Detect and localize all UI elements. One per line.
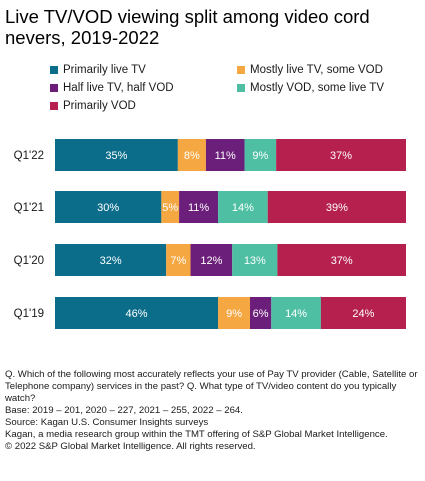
legend-swatch [237, 66, 245, 74]
bar-segment [55, 139, 178, 171]
legend-label: Half live TV, half VOD [63, 82, 174, 94]
bar-segment [55, 297, 219, 329]
bar-segment [232, 244, 278, 276]
data-label: 32% [100, 255, 122, 267]
data-label: 14% [285, 308, 307, 320]
bar-segment [267, 191, 406, 223]
bar-segment [55, 191, 162, 223]
bar-segment [166, 244, 191, 276]
bar-segment [161, 191, 180, 223]
category-label: Q1'22 [14, 150, 44, 162]
data-label: 7% [170, 255, 186, 267]
legend-label: Mostly live TV, some VOD [250, 64, 383, 76]
data-label: 11% [215, 150, 236, 162]
bar-segment [55, 244, 167, 276]
data-label: 6% [253, 308, 269, 320]
data-label: 39% [326, 202, 348, 214]
data-label: 30% [97, 202, 119, 214]
data-label: 35% [105, 150, 127, 162]
category-label: Q1'20 [14, 255, 44, 267]
note-kagan: Kagan, a media research group within the… [5, 429, 388, 440]
legend-swatch [50, 66, 58, 74]
data-label: 37% [330, 150, 352, 162]
data-label: 46% [126, 308, 148, 320]
bar-segment [205, 139, 245, 171]
data-label: 11% [188, 202, 209, 214]
legend-item: Primarily live TV [50, 64, 146, 76]
data-label: 9% [226, 308, 242, 320]
chart-title: Live TV/VOD viewing split among video co… [5, 6, 370, 48]
data-label: 12% [200, 255, 222, 267]
data-label: 13% [244, 255, 266, 267]
bar-segment [190, 244, 233, 276]
data-label: 5% [162, 202, 178, 214]
legend-item: Primarily VOD [50, 100, 136, 112]
data-label: 24% [352, 308, 374, 320]
legend-label: Primarily live TV [63, 64, 146, 76]
bar-segment [177, 139, 206, 171]
legend-item: Half live TV, half VOD [50, 82, 174, 94]
note-source: Source: Kagan U.S. Consumer Insights sur… [5, 417, 209, 428]
bar-segment [244, 139, 277, 171]
data-label: 14% [232, 202, 254, 214]
legend-label: Primarily VOD [63, 100, 136, 112]
legend-item: Mostly VOD, some live TV [237, 82, 384, 94]
data-label: 8% [184, 150, 200, 162]
chart-notes: Q. Which of the following most accuratel… [5, 369, 421, 453]
legend-swatch [50, 102, 58, 110]
data-label: 9% [252, 150, 268, 162]
bar-segment [218, 297, 250, 329]
category-label: Q1'21 [14, 202, 44, 214]
note-copyright: © 2022 S&P Global Market Intelligence. A… [5, 441, 256, 452]
legend-label: Mostly VOD, some live TV [250, 82, 384, 94]
bar-segment [250, 297, 272, 329]
bar-segment [277, 244, 406, 276]
data-label: 37% [331, 255, 353, 267]
bar-segment [320, 297, 406, 329]
legend-swatch [237, 84, 245, 92]
bar-segment [276, 139, 406, 171]
bar-segment [179, 191, 219, 223]
legend-swatch [50, 84, 58, 92]
category-label: Q1'19 [14, 308, 44, 320]
note-question: Q. Which of the following most accuratel… [5, 369, 418, 404]
bar-segment [271, 297, 321, 329]
bar-segment [218, 191, 268, 223]
note-base: Base: 2019 – 201, 2020 – 227, 2021 – 255… [5, 405, 243, 416]
legend-item: Mostly live TV, some VOD [237, 64, 383, 76]
